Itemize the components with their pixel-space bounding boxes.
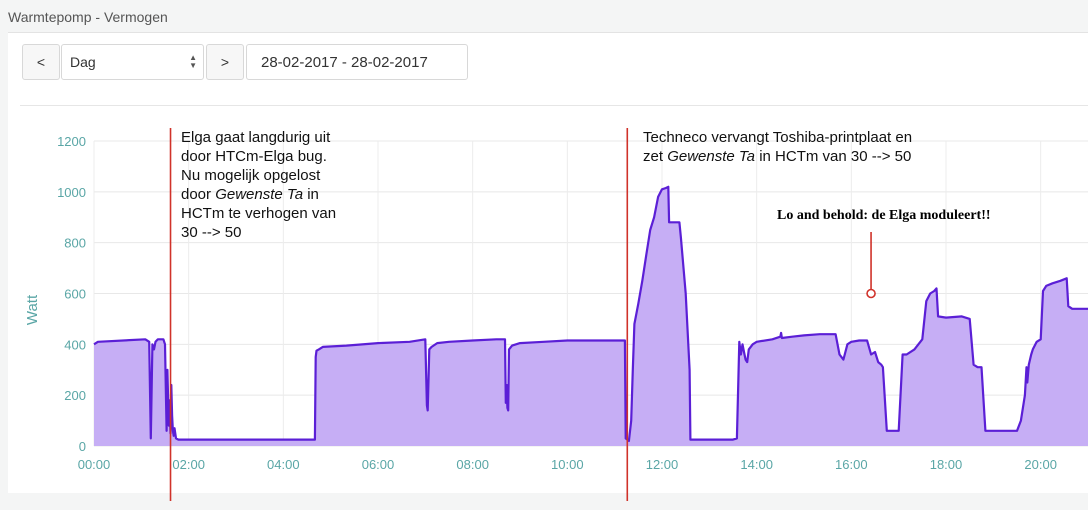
annotation-right-line: Techneco vervangt Toshiba-printplaat en	[643, 129, 913, 146]
annotation-left-line: door Gewenste Ta in	[181, 186, 319, 203]
annotation-left-line: Nu mogelijk opgelost	[181, 167, 321, 184]
prev-period-button[interactable]: <	[22, 44, 60, 80]
y-tick-label: 0	[79, 439, 86, 454]
annotation-right: Techneco vervangt Toshiba-printplaat en …	[643, 128, 912, 166]
annotation-callout: Lo and behold: de Elga moduleert!!	[777, 208, 991, 223]
y-axis-label: Watt	[24, 294, 41, 325]
annotation-left: Elga gaat langdurig uit door HTCm-Elga b…	[181, 128, 336, 242]
y-tick-label: 200	[64, 388, 86, 403]
annotation-left-line: HCTm te verhogen van	[181, 205, 337, 222]
x-tick-label: 00:00	[78, 457, 111, 472]
y-tick-label: 800	[64, 236, 86, 251]
y-tick-label: 1200	[57, 134, 86, 149]
annotation-left-line: door HTCm-Elga bug.	[181, 148, 327, 165]
next-period-button[interactable]: >	[206, 44, 244, 80]
y-tick-label: 1000	[57, 185, 86, 200]
x-tick-label: 18:00	[930, 457, 963, 472]
period-select-value: Dag	[70, 54, 96, 70]
header-divider	[20, 105, 1088, 106]
date-range-field[interactable]: 28-02-2017 - 28-02-2017	[246, 44, 468, 80]
x-tick-label: 16:00	[835, 457, 868, 472]
annotation-left-line: 30 --> 50	[181, 224, 242, 241]
y-tick-label: 400	[64, 337, 86, 352]
x-tick-label: 02:00	[172, 457, 205, 472]
callout-point-marker	[866, 288, 876, 299]
x-tick-label: 14:00	[740, 457, 773, 472]
panel-title: Warmtepomp - Vermogen	[8, 9, 168, 25]
x-tick-label: 04:00	[267, 457, 300, 472]
power-area-fill	[94, 186, 1088, 447]
x-tick-label: 08:00	[456, 457, 489, 472]
period-select[interactable]: Dag ▲ ▼	[61, 44, 204, 80]
select-updown-icon: ▲ ▼	[189, 53, 197, 70]
x-tick-label: 12:00	[646, 457, 679, 472]
x-tick-label: 06:00	[362, 457, 395, 472]
y-tick-label: 600	[64, 287, 86, 302]
x-tick-label: 20:00	[1024, 457, 1057, 472]
annotation-left-line: Elga gaat langdurig uit	[181, 129, 331, 146]
annotation-right-line: zet Gewenste Ta in HCTm van 30 --> 50	[643, 148, 912, 165]
power-series-line	[93, 185, 1088, 442]
x-tick-label: 10:00	[551, 457, 584, 472]
